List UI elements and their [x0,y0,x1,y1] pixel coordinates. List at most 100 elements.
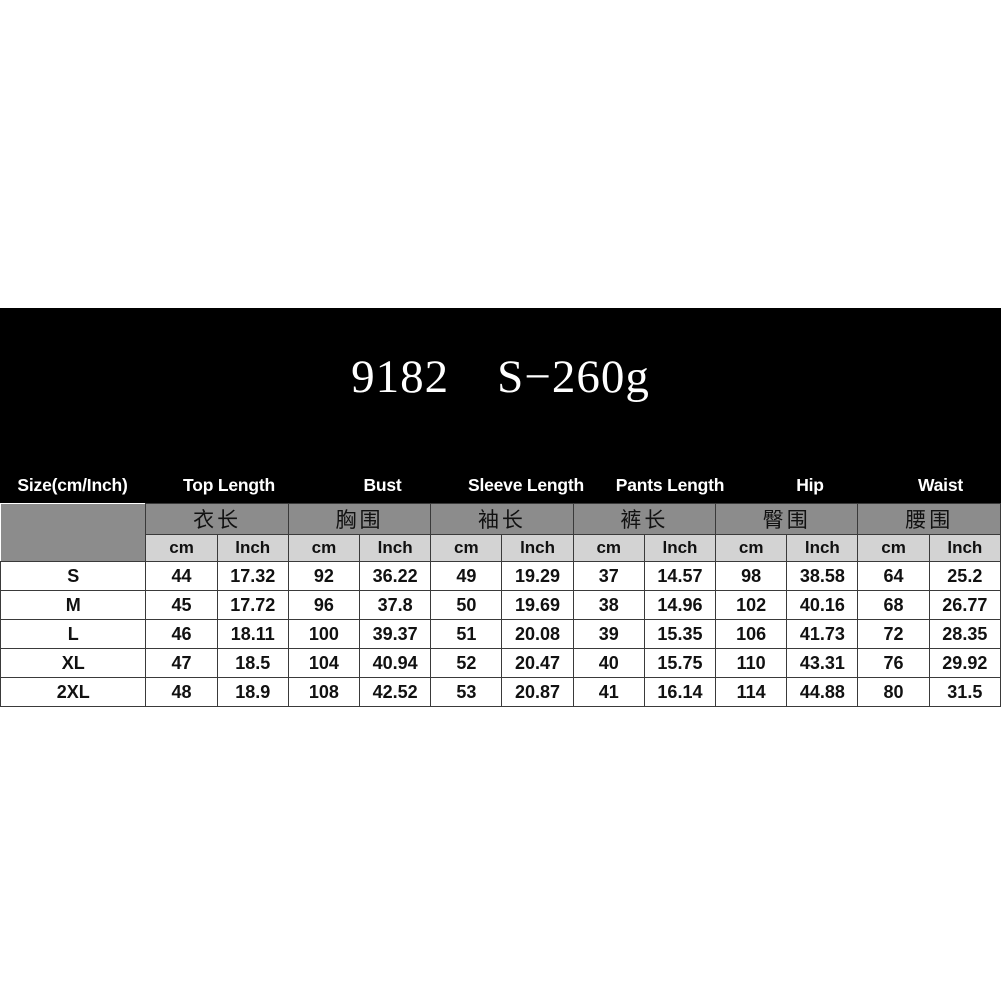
unit-header-cell: lnch [928,534,1001,562]
measurement-cell: 19.29 [501,561,574,591]
unit-header-cell: lnch [359,534,432,562]
measurement-cell: 18.11 [216,619,289,649]
measurement-cell: 36.22 [359,561,432,591]
measurement-cell: 40.94 [359,648,432,678]
table-corner-cell [0,503,147,562]
measurement-cell: 92 [287,561,361,591]
measurement-cell: 46 [145,619,218,649]
unit-header-cell: lnch [216,534,289,562]
measurement-cell: 40 [572,648,645,678]
measurement-cell: 14.57 [643,561,717,591]
measurement-cell: 51 [430,619,503,649]
measurement-cell: 80 [857,677,930,707]
measurement-cell: 20.47 [501,648,574,678]
measurement-cell: 20.08 [501,619,574,649]
group-header-pants-length: 裤长 [572,503,717,535]
group-header-hip: 臀围 [715,503,859,535]
group-header-bust: 胸围 [287,503,432,535]
measurement-cell: 50 [430,590,503,620]
measurement-cell: 104 [287,648,361,678]
measurement-cell: 68 [857,590,930,620]
measurement-cell: 37.8 [359,590,432,620]
measurement-cell: 44.88 [786,677,859,707]
measurement-cell: 18.9 [216,677,289,707]
size-label: S [0,561,147,591]
measurement-cell: 98 [715,561,788,591]
measurement-cell: 45 [145,590,218,620]
measurement-cell: 29.92 [928,648,1001,678]
product-title: 9182 S−260g [351,351,650,403]
unit-header-cell: lnch [643,534,717,562]
measurement-cell: 100 [287,619,361,649]
measurement-cell: 41.73 [786,619,859,649]
group-header-waist: 腰围 [857,503,1001,535]
measurement-cell: 38 [572,590,645,620]
size-chart-table: 衣长 胸围 袖长 裤长 臀围 腰围 cm lnch cm lnch cm lnc… [0,503,1001,707]
english-header-waist: Waist [917,474,964,495]
unit-header-cell: cm [715,534,788,562]
measurement-cell: 42.52 [359,677,432,707]
measurement-cell: 47 [145,648,218,678]
measurement-cell: 39 [572,619,645,649]
size-label: XL [0,648,147,678]
measurement-cell: 40.16 [786,590,859,620]
unit-header-row: cm lnch cm lnch cm lnch cm lnch cm lnch … [1,534,1001,562]
unit-header-cell: cm [857,534,930,562]
measurement-cell: 110 [715,648,788,678]
measurement-cell: 19.69 [501,590,574,620]
group-header-sleeve-length: 袖长 [430,503,574,535]
measurement-cell: 15.75 [643,648,717,678]
unit-header-cell: lnch [786,534,859,562]
measurement-cell: 108 [287,677,361,707]
measurement-cell: 17.32 [216,561,289,591]
size-label: 2XL [0,677,147,707]
unit-header-cell: cm [430,534,503,562]
table-row: L 46 18.11 100 39.37 51 20.08 39 15.35 1… [0,619,1001,649]
english-header-sleeve-length: Sleeve Length [467,474,585,495]
measurement-cell: 64 [857,561,930,591]
measurement-cell: 25.2 [928,561,1001,591]
measurement-cell: 53 [430,677,503,707]
english-header-row: Size(cm/Inch) Top Length Bust Sleeve Len… [0,468,1001,502]
unit-header-cell: lnch [501,534,574,562]
measurement-cell: 106 [715,619,788,649]
measurement-cell: 76 [857,648,930,678]
measurement-cell: 39.37 [359,619,432,649]
english-header-hip: Hip [796,474,824,495]
unit-header-cell: cm [287,534,361,562]
measurement-cell: 52 [430,648,503,678]
group-header-row: 衣长 胸围 袖长 裤长 臀围 腰围 [0,503,1001,562]
measurement-cell: 48 [145,677,218,707]
unit-header-cell: cm [145,534,218,562]
measurement-cell: 31.5 [928,677,1001,707]
measurement-cell: 18.5 [216,648,289,678]
measurement-cell: 44 [145,561,218,591]
english-header-size: Size(cm/Inch) [17,474,128,495]
measurement-cell: 72 [857,619,930,649]
measurement-cell: 43.31 [786,648,859,678]
measurement-cell: 49 [430,561,503,591]
table-row: XL 47 18.5 104 40.94 52 20.47 40 15.75 1… [0,648,1001,678]
measurement-cell: 16.14 [643,677,717,707]
table-row: M 45 17.72 96 37.8 50 19.69 38 14.96 102… [0,590,1001,620]
measurement-cell: 14.96 [643,590,717,620]
measurement-cell: 102 [715,590,788,620]
english-header-top-length: Top Length [183,474,275,495]
size-label: M [0,590,147,620]
english-header-pants-length: Pants Length [615,474,725,495]
measurement-cell: 26.77 [928,590,1001,620]
measurement-cell: 96 [287,590,361,620]
title-banner: 9182 S−260g Size(cm/Inch) Top Length Bus… [0,308,1001,503]
unit-header-cell: cm [572,534,645,562]
table-row: S 44 17.32 92 36.22 49 19.29 37 14.57 98… [0,561,1001,591]
measurement-cell: 17.72 [216,590,289,620]
measurement-cell: 28.35 [928,619,1001,649]
measurement-cell: 114 [715,677,788,707]
table-row: 2XL 48 18.9 108 42.52 53 20.87 41 16.14 … [0,677,1001,707]
measurement-cell: 20.87 [501,677,574,707]
measurement-cell: 41 [572,677,645,707]
measurement-cell: 15.35 [643,619,717,649]
measurement-cell: 38.58 [786,561,859,591]
size-label: L [0,619,147,649]
measurement-cell: 37 [572,561,645,591]
